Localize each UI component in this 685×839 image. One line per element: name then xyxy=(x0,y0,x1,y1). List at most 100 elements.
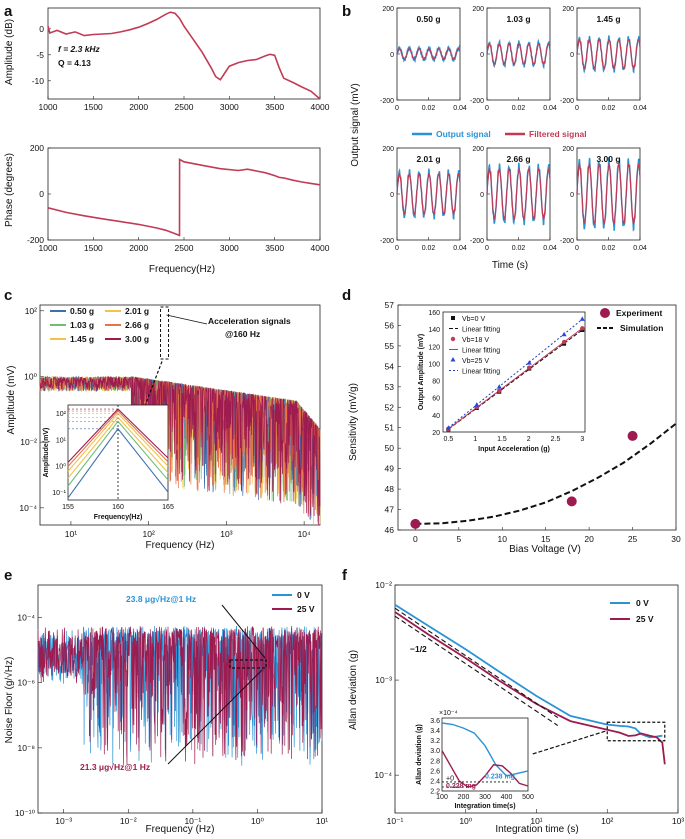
x-tick-label: 3500 xyxy=(265,102,284,112)
panel-d-inset-y-tick: 60 xyxy=(432,396,440,403)
y-tick-label: 10⁻³ xyxy=(375,675,392,685)
panel-d-experiment-point xyxy=(410,518,421,529)
x-tick-label: 0.02 xyxy=(512,105,526,112)
x-tick-label: 4000 xyxy=(311,102,330,112)
y-tick-label: 200 xyxy=(30,143,44,153)
panel-d-inset-point xyxy=(527,365,532,370)
x-tick-label: 0 xyxy=(413,534,418,544)
panel-b-legend-filtered: Filtered signal xyxy=(529,129,587,139)
panel-d-inset-legend-marker xyxy=(450,336,456,342)
x-tick-label: 25 xyxy=(628,534,638,544)
panel-c: c Amplitude (mV) Frequency (Hz) Accelera… xyxy=(4,287,321,551)
panel-d-ylabel: Sensitivity (mV/g) xyxy=(348,383,359,461)
panel-d-inset-point xyxy=(526,360,532,365)
panel-c-ylabel: Amplitude (mV) xyxy=(6,366,17,435)
panel-a: a Amplitude (dB) Phase (degrees) Frequen… xyxy=(4,3,330,275)
panel-c-legend-label: 2.01 g xyxy=(125,306,149,316)
panel-b-subplot: 2000-2000 0.02 0.042.66 g xyxy=(470,146,557,252)
panel-d-inset-y-tick: 20 xyxy=(432,430,440,437)
x-tick-label: 1000 xyxy=(39,102,58,112)
panel-b-subplot-title: 2.66 g xyxy=(506,154,530,164)
y-tick-label: -200 xyxy=(27,235,44,245)
panel-b-filtered-signal xyxy=(396,48,461,60)
panel-f-inset-x-tick: 200 xyxy=(458,794,470,801)
panel-a-xlabel: Frequency(Hz) xyxy=(149,264,215,275)
panel-f-allan-plot: 10⁻¹ 10⁰ 10¹ 10² 10³ 10⁻² 10⁻³ 10⁻⁴ 100 200 300 400… xyxy=(374,580,684,826)
y-tick-label: 200 xyxy=(472,146,484,153)
panel-d-legend-simulation: Simulation xyxy=(620,323,663,333)
x-tick-label: 10¹ xyxy=(65,529,77,539)
x-tick-label: 1500 xyxy=(84,243,103,253)
panel-e-noise-plot: 10⁻³ 10⁻² 10⁻¹ 10⁰ 10¹ 10⁻⁴ 10⁻⁶ 10⁻⁸ 10⁻¹⁰ xyxy=(15,584,328,826)
y-tick-label: 55 xyxy=(385,341,395,351)
panel-f-inset-x-tick: 100 xyxy=(436,794,448,801)
panel-b-filtered-signal xyxy=(486,167,551,221)
y-tick-label: -200 xyxy=(470,238,484,245)
panel-c-inset-x-tick: 160 xyxy=(112,504,124,511)
x-tick-label: 10³ xyxy=(220,529,232,539)
panel-d-frame xyxy=(397,304,677,531)
panel-b-xlabel: Time (s) xyxy=(492,260,528,271)
panel-f-inset-annotation-0: +0 xyxy=(446,775,454,782)
panel-f-inset-xlabel: Integration time(s) xyxy=(454,803,515,810)
panel-d-inset-point xyxy=(579,316,585,321)
y-tick-label: 47 xyxy=(385,505,395,515)
x-tick-label: 0 xyxy=(485,105,489,112)
x-tick-label: 10⁻³ xyxy=(55,816,72,826)
panel-d-inset-y-tick: 160 xyxy=(428,310,440,317)
x-tick-label: 1000 xyxy=(39,243,58,253)
panel-e-ylabel: Noise Floor (g/√Hz) xyxy=(3,657,15,744)
panel-d-inset-y-tick: 100 xyxy=(428,361,440,368)
y-tick-label: 200 xyxy=(472,6,484,13)
panel-a-bottom-ylabel: Phase (degrees) xyxy=(4,153,15,227)
y-tick-label: 50 xyxy=(385,443,395,453)
panel-e-pointer-0v xyxy=(221,604,266,659)
y-tick-label: -200 xyxy=(560,238,574,245)
x-tick-label: 10⁴ xyxy=(298,529,311,539)
x-tick-label: 3000 xyxy=(220,102,239,112)
x-tick-label: 0.04 xyxy=(543,245,557,252)
panel-d-inset-legend-marker xyxy=(451,316,455,320)
panel-c-legend-label: 1.45 g xyxy=(70,334,94,344)
panel-a-label: a xyxy=(4,3,13,20)
panel-d-inset-point xyxy=(561,339,567,345)
panel-b-subplot-title: 1.03 g xyxy=(506,14,530,24)
panel-a-top-ylabel: Amplitude (dB) xyxy=(4,19,15,85)
y-tick-label: 0 xyxy=(39,24,44,34)
panel-f-inset-y-tick: 3.2 xyxy=(430,738,440,745)
panel-b-subplot: 2000-2000 0.02 0.041.45 g xyxy=(560,6,647,112)
y-tick-label: -5 xyxy=(36,50,44,60)
x-tick-label: 0 xyxy=(575,105,579,112)
panel-b-subplot: 2000-2000 0.02 0.042.01 g xyxy=(380,146,467,252)
panel-d-inset-fit-line xyxy=(448,329,583,430)
panel-a-amplitude-plot: 1000 1500 2000 2500 3000 3500 4000 0 -5 -10 xyxy=(32,7,330,112)
panel-d-inset-fit-line xyxy=(448,327,583,430)
x-tick-label: 0.02 xyxy=(602,105,616,112)
panel-d-simulation-curve xyxy=(415,422,677,525)
y-tick-label: 0 xyxy=(570,192,574,199)
panel-f-label: f xyxy=(342,567,348,584)
panel-d-inset-legend-label: Vb=0 V xyxy=(462,316,485,323)
panel-b-subplot: 2000-2000 0.02 0.041.03 g xyxy=(470,6,557,112)
panel-e-xlabel: Frequency (Hz) xyxy=(146,824,215,835)
x-tick-label: 0.02 xyxy=(512,245,526,252)
panel-c-inset-xlabel: Frequency(Hz) xyxy=(94,514,143,521)
x-tick-label: 5 xyxy=(456,534,461,544)
panel-d-inset-x-tick: 3 xyxy=(580,436,584,443)
panel-c-inset-y-tick: 10⁻¹ xyxy=(52,490,66,497)
y-tick-label: 0 xyxy=(390,192,394,199)
y-tick-label: 0 xyxy=(39,189,44,199)
y-tick-label: 46 xyxy=(385,525,395,535)
x-tick-label: 0.04 xyxy=(633,105,647,112)
panel-d-experiment-point xyxy=(566,496,577,507)
panel-d-inset-x-tick: 1 xyxy=(473,436,477,443)
x-tick-label: 10⁻² xyxy=(120,816,137,826)
x-tick-label: 0 xyxy=(485,245,489,252)
panel-c-label: c xyxy=(4,287,12,304)
panel-d-inset-legend-label: Vb=25 V xyxy=(462,358,489,365)
y-tick-label: 10⁻⁴ xyxy=(19,503,37,513)
x-tick-label: 10² xyxy=(143,529,155,539)
panel-d: d Sensitivity (mV/g) Bias Voltage (V) Ex… xyxy=(342,287,681,555)
x-tick-label: 10⁰ xyxy=(459,816,472,826)
